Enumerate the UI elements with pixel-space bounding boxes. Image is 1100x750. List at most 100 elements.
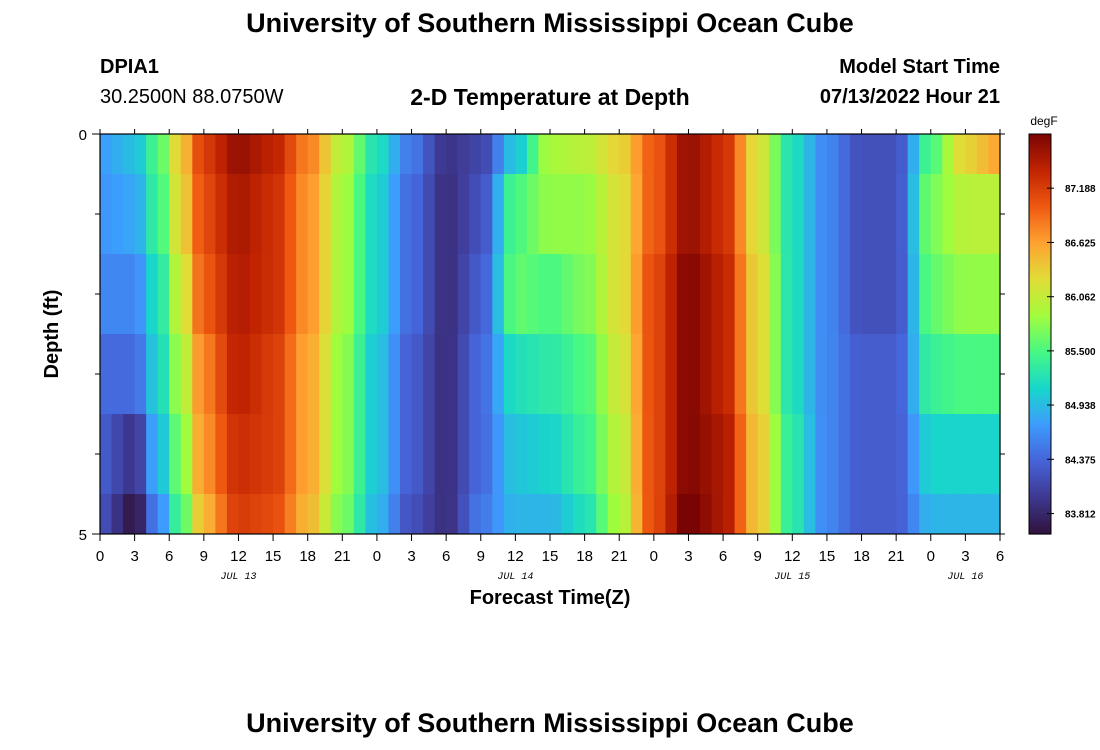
heat-cell (319, 134, 332, 174)
heat-cell (700, 254, 713, 334)
heat-cell (665, 334, 678, 414)
colorbar-segment (1029, 434, 1051, 438)
heat-cell (457, 334, 470, 414)
heat-cell (400, 254, 413, 334)
heat-cell (700, 414, 713, 494)
colorbar-segment (1029, 169, 1051, 173)
colorbar-segment (1029, 486, 1051, 490)
colorbar-segment (1029, 261, 1051, 265)
heat-cell (353, 334, 366, 414)
heat-cell (423, 414, 436, 494)
heat-cell (446, 414, 459, 494)
heat-cell (792, 334, 805, 414)
colorbar-segment (1029, 461, 1051, 465)
colorbar-segment (1029, 451, 1051, 455)
heat-cell (365, 494, 378, 534)
heat-cell (688, 334, 701, 414)
heat-cell (607, 174, 620, 254)
colorbar-segment (1029, 506, 1051, 510)
colorbar-segment (1029, 346, 1051, 350)
heat-cell (919, 494, 932, 534)
heat-cell (596, 254, 609, 334)
heat-cell (942, 494, 955, 534)
x-tick-label: 3 (684, 548, 692, 565)
heat-cell (238, 494, 251, 534)
heat-cell (515, 134, 528, 174)
heat-cell (307, 334, 320, 414)
heat-cell (169, 134, 182, 174)
heat-cell (653, 174, 666, 254)
heat-cell (734, 494, 747, 534)
heat-cell (850, 334, 863, 414)
heat-cell (734, 174, 747, 254)
heat-cell (884, 494, 897, 534)
colorbar-segment (1029, 254, 1051, 258)
heat-cell (492, 254, 505, 334)
heat-cell (723, 414, 736, 494)
heat-cell (584, 254, 597, 334)
colorbar-segment (1029, 314, 1051, 318)
heat-cell (319, 254, 332, 334)
heat-cell (573, 414, 586, 494)
day-label: JUL 16 (947, 572, 983, 583)
heat-cell (157, 254, 170, 334)
heat-cell (850, 174, 863, 254)
heat-cell (434, 254, 447, 334)
heat-cell (780, 334, 793, 414)
y-tick-label: 0 (79, 127, 87, 144)
day-label: JUL 15 (774, 572, 810, 583)
heat-cell (619, 494, 632, 534)
colorbar-segment (1029, 359, 1051, 363)
heat-cell (815, 174, 828, 254)
heat-cell (803, 254, 816, 334)
colorbar-segment (1029, 259, 1051, 263)
heat-cell (411, 334, 424, 414)
heat-cell (123, 414, 136, 494)
heat-cell (815, 494, 828, 534)
heat-cell (653, 414, 666, 494)
colorbar-segment (1029, 511, 1051, 515)
heat-cell (976, 334, 990, 414)
heat-cell (769, 254, 782, 334)
colorbar-segment (1029, 381, 1051, 385)
heat-cell (180, 254, 193, 334)
heat-cell (284, 174, 297, 254)
heat-cell (930, 254, 943, 334)
heat-cell (907, 414, 920, 494)
heat-cell (192, 134, 205, 174)
colorbar-segment (1029, 531, 1051, 535)
colorbar-segment (1029, 514, 1051, 518)
colorbar-segment (1029, 409, 1051, 413)
colorbar-segment (1029, 449, 1051, 453)
heat-cell (319, 414, 332, 494)
heat-cell (676, 334, 690, 414)
heat-cell (688, 254, 701, 334)
heat-cell (330, 134, 343, 174)
heat-cell (584, 494, 597, 534)
heat-cell (561, 494, 574, 534)
heat-cell (469, 494, 482, 534)
colorbar-segment (1029, 244, 1051, 248)
colorbar-segment (1029, 276, 1051, 280)
heat-cell (746, 254, 759, 334)
x-tick-label: 18 (576, 548, 593, 565)
heat-cell (942, 334, 955, 414)
heat-cell (388, 334, 401, 414)
heat-cell (653, 254, 666, 334)
heat-cell (757, 334, 770, 414)
heat-cell (123, 254, 136, 334)
heat-cell (250, 334, 263, 414)
heat-cell (619, 414, 632, 494)
x-tick-label: 12 (507, 548, 524, 565)
colorbar-segment (1029, 469, 1051, 473)
heat-cell (307, 414, 320, 494)
heat-cell (376, 254, 390, 334)
heat-cell (550, 414, 563, 494)
colorbar-segment (1029, 281, 1051, 285)
heat-cell (676, 174, 690, 254)
heat-cell (538, 254, 551, 334)
x-tick-label: 21 (334, 548, 351, 565)
heat-cell (388, 494, 401, 534)
heat-cell (146, 174, 159, 254)
heat-cell (192, 494, 205, 534)
